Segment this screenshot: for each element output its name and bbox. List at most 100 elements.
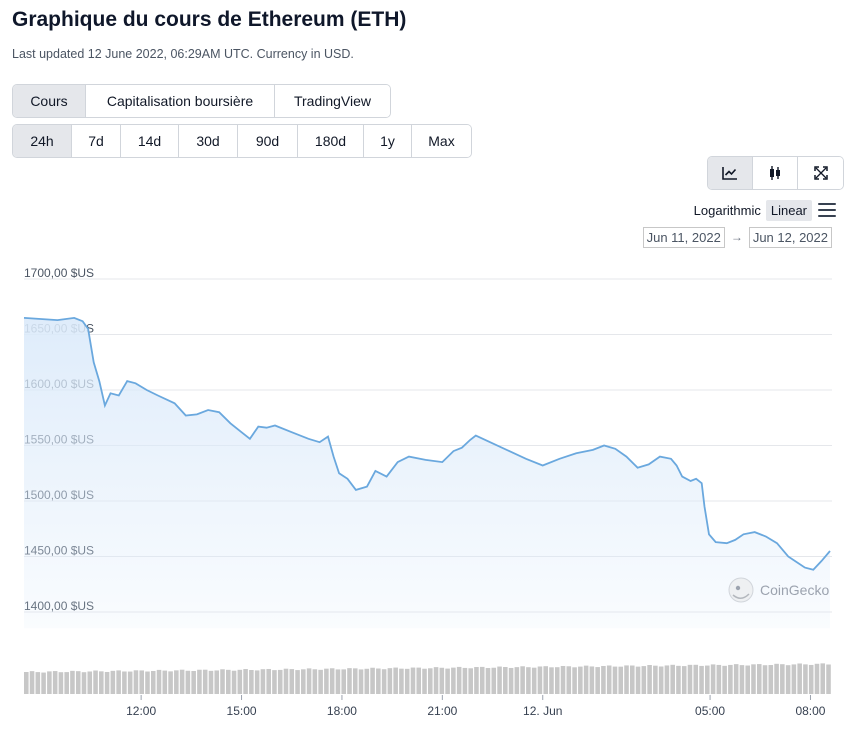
- date-to-input[interactable]: Jun 12, 2022: [748, 226, 832, 248]
- volume-bar: [75, 671, 81, 694]
- volume-bar: [733, 664, 739, 694]
- hamburger-menu-icon[interactable]: [818, 203, 836, 217]
- volume-bar: [774, 663, 779, 694]
- volume-bar: [722, 665, 727, 694]
- date-from-input[interactable]: Jun 11, 2022: [642, 226, 725, 248]
- volume-bar: [687, 664, 693, 694]
- volume-bar: [399, 668, 404, 694]
- volume-bar: [676, 665, 681, 694]
- range-90d-button[interactable]: 90d: [238, 125, 298, 157]
- volume-bar: [681, 666, 687, 694]
- range-1y-button[interactable]: 1y: [364, 125, 412, 157]
- volume-bar: [468, 668, 473, 694]
- volume-bar: [791, 664, 797, 694]
- volume-bar: [93, 670, 98, 694]
- volume-bar: [560, 665, 566, 694]
- volume-bar: [24, 672, 29, 694]
- x-tick-label: 21:00: [427, 704, 457, 718]
- linear-scale-option[interactable]: Linear: [765, 199, 812, 221]
- volume-bar: [612, 666, 618, 694]
- volume-bar: [647, 665, 652, 694]
- volume-bar: [260, 669, 266, 694]
- range-7d-button[interactable]: 7d: [72, 125, 121, 157]
- logarithmic-scale-option[interactable]: Logarithmic: [693, 202, 761, 218]
- x-tick-label: 12. Jun: [523, 704, 562, 718]
- volume-bar: [520, 666, 525, 694]
- volume-bar: [762, 665, 768, 694]
- volume-bar: [456, 666, 462, 694]
- volume-bar: [710, 664, 716, 694]
- range-max-button[interactable]: Max: [412, 125, 471, 157]
- volume-bar: [485, 668, 491, 694]
- volume-bar: [231, 670, 237, 694]
- scale-selector: Logarithmic Linear: [600, 198, 836, 222]
- volume-bar: [531, 667, 537, 694]
- volume-bar: [237, 669, 243, 694]
- volume-bar: [508, 667, 514, 694]
- volume-bar: [214, 670, 220, 694]
- candlestick-button[interactable]: [753, 157, 798, 189]
- volume-bar: [797, 663, 802, 694]
- volume-bar: [35, 672, 41, 694]
- volume-bar: [549, 667, 554, 694]
- tab-market-cap[interactable]: Capitalisation boursière: [86, 85, 275, 117]
- volume-bar: [127, 671, 133, 694]
- volume-bar: [41, 672, 46, 694]
- range-14d-button[interactable]: 14d: [121, 125, 179, 157]
- volume-bar: [226, 669, 231, 694]
- x-tick-label: 15:00: [227, 704, 257, 718]
- volume-bar: [572, 667, 577, 694]
- volume-bar: [583, 665, 589, 694]
- volume-bar: [139, 670, 144, 694]
- tab-tradingview[interactable]: TradingView: [275, 85, 390, 117]
- volume-bar: [624, 665, 629, 694]
- volume-bar: [104, 671, 110, 694]
- volume-bar: [220, 669, 225, 694]
- volume-bar: [81, 672, 87, 694]
- volume-bar: [803, 664, 808, 694]
- volume-bar: [745, 665, 750, 694]
- volume-bar: [526, 667, 531, 694]
- volume-bar: [537, 666, 543, 694]
- volume-bar: [699, 665, 704, 694]
- volume-bar: [370, 667, 375, 694]
- tab-cours[interactable]: Cours: [13, 85, 86, 117]
- volume-bar: [756, 664, 762, 694]
- line-chart-button[interactable]: [708, 157, 753, 189]
- volume-bar: [156, 669, 162, 694]
- x-axis-labels: 12:00 15:00 18:00 21:00 12. Jun 05:00 08:00: [126, 695, 826, 718]
- x-tick-label: 18:00: [327, 704, 357, 718]
- fullscreen-button[interactable]: [798, 157, 843, 189]
- volume-bar: [462, 667, 468, 694]
- volume-bar: [329, 668, 335, 694]
- volume-bar: [780, 664, 785, 694]
- last-updated-text: Last updated 12 June 2022, 06:29AM UTC. …: [12, 47, 354, 61]
- watermark-label: CoinGecko: [760, 582, 829, 598]
- arrow-right-icon: →: [730, 230, 743, 244]
- volume-bar: [87, 671, 93, 694]
- volume-bar: [324, 668, 329, 694]
- volume-bar: [445, 668, 450, 694]
- volume-bar: [554, 667, 560, 694]
- volume-bar: [543, 666, 548, 694]
- volume-bar: [318, 669, 323, 694]
- volume-bar: [589, 666, 595, 694]
- range-24h-button[interactable]: 24h: [13, 125, 72, 157]
- volume-bar: [416, 667, 422, 694]
- x-tick-label: 08:00: [795, 704, 825, 718]
- range-180d-button[interactable]: 180d: [298, 125, 364, 157]
- volume-bar: [595, 667, 600, 694]
- volume-bar: [179, 669, 185, 694]
- price-chart[interactable]: 1400,00 $US1450,00 $US1500,00 $US1550,00…: [0, 250, 861, 730]
- volume-bar: [197, 669, 202, 694]
- volume-bar: [58, 672, 64, 694]
- volume-bar: [814, 663, 820, 694]
- volume-bar: [249, 670, 254, 694]
- volume-bar: [497, 666, 502, 694]
- volume-bar: [739, 665, 745, 694]
- volume-bar: [283, 668, 289, 694]
- range-30d-button[interactable]: 30d: [179, 125, 238, 157]
- volume-bars: [24, 663, 831, 694]
- volume-bar: [566, 666, 572, 694]
- volume-bar: [70, 670, 75, 694]
